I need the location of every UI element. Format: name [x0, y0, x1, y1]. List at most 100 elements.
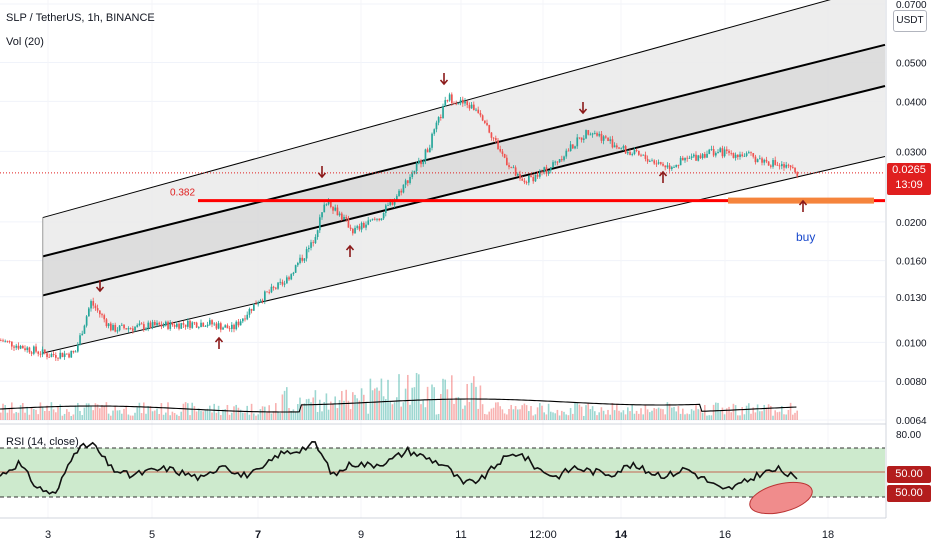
candle-body — [442, 106, 444, 119]
volume-bar — [565, 414, 567, 420]
volume-bar — [402, 402, 405, 420]
volume-bar — [750, 413, 752, 420]
candle-body — [455, 103, 458, 105]
volume-bar — [418, 374, 420, 420]
volume-bar — [354, 394, 356, 420]
volume-ma-line — [0, 398, 797, 413]
volume-bar — [15, 412, 17, 420]
candle-body — [607, 137, 609, 142]
candle-body — [112, 324, 114, 331]
volume-bar — [319, 399, 321, 420]
volume-bar — [343, 400, 345, 420]
volume-bar — [492, 407, 495, 420]
volume-bar — [695, 404, 697, 420]
candle-body — [420, 160, 422, 165]
volume-bar — [785, 414, 787, 420]
candle-body — [444, 100, 447, 107]
candle-body — [778, 165, 781, 167]
volume-bar — [61, 415, 64, 420]
price-tick-label: 0.0130 — [896, 293, 927, 304]
candle-body — [92, 301, 95, 306]
volume-bar — [288, 408, 290, 420]
candle-body — [28, 347, 31, 353]
volume-bar — [679, 413, 682, 420]
candle-body — [96, 308, 99, 311]
channel-outer-lower-line — [42, 155, 886, 354]
volume-bar — [118, 410, 121, 420]
candle-body — [127, 328, 130, 330]
candle-body — [633, 150, 636, 155]
volume-bar — [699, 409, 702, 420]
rsi-label: RSI (14, close) — [6, 436, 79, 448]
candle-body — [503, 153, 506, 158]
candle-body — [688, 157, 691, 159]
candle-body — [479, 112, 482, 116]
volume-bar — [279, 413, 281, 420]
candle-body — [149, 322, 152, 329]
candle-body — [228, 328, 231, 330]
volume-bar — [424, 407, 427, 420]
buy-arrow-head — [658, 170, 668, 177]
candle-body — [206, 324, 209, 327]
volume-bar — [413, 387, 416, 420]
volume-bar — [376, 387, 378, 420]
volume-bar — [233, 406, 235, 420]
candle-body — [635, 150, 638, 151]
candle-body — [596, 133, 598, 136]
volume-bar — [211, 412, 213, 420]
candle-body — [495, 138, 497, 141]
candle-body — [512, 167, 515, 169]
currency-button[interactable]: USDT — [893, 10, 927, 32]
candle-body — [550, 167, 552, 171]
volume-bar — [316, 411, 319, 420]
volume-bar — [39, 402, 42, 420]
candle-body — [642, 154, 645, 156]
volume-bar — [6, 412, 9, 420]
candle-body — [26, 347, 29, 351]
candle-body — [690, 156, 693, 158]
volume-bar — [453, 403, 455, 420]
volume-bar — [561, 410, 563, 420]
volume-bar — [99, 408, 101, 420]
volume-bar — [330, 401, 332, 420]
candlesticks — [0, 92, 799, 362]
volume-bar — [488, 411, 490, 420]
candle-body — [717, 151, 719, 154]
volume-bar — [11, 402, 13, 420]
volume-bar — [125, 405, 127, 420]
volume-bar — [200, 411, 202, 420]
candle-body — [530, 175, 532, 177]
price-tick-label: 0.0200 — [896, 218, 927, 229]
sell-arrow-head — [578, 108, 588, 115]
volume-bar — [246, 405, 248, 420]
volume-bar — [426, 386, 429, 420]
time-tick-label: 14 — [615, 529, 628, 541]
volume-bar — [706, 415, 708, 420]
volume-bar — [79, 410, 81, 420]
volume-bar — [475, 386, 477, 420]
candle-body — [44, 349, 46, 354]
candle-body — [413, 170, 416, 174]
candle-body — [211, 320, 213, 325]
candle-body — [39, 353, 42, 355]
candle-body — [411, 173, 414, 178]
candle-body — [431, 133, 433, 148]
volume-bar — [105, 402, 108, 420]
volume-bar — [627, 407, 629, 420]
volume-bar — [248, 414, 251, 420]
volume-bar — [235, 404, 237, 420]
candle-body — [297, 262, 299, 266]
volume-bar — [143, 402, 145, 420]
candle-body — [167, 321, 169, 329]
candle-body — [213, 323, 216, 325]
buy-arrow-head — [345, 244, 355, 251]
candle-body — [85, 316, 88, 326]
volume-bar — [63, 413, 66, 420]
candle-body — [600, 133, 603, 141]
volume-bar — [22, 403, 24, 420]
volume-bar — [380, 378, 383, 420]
candle-body — [310, 242, 312, 248]
candle-body — [345, 216, 348, 219]
volume-bar — [312, 397, 314, 420]
